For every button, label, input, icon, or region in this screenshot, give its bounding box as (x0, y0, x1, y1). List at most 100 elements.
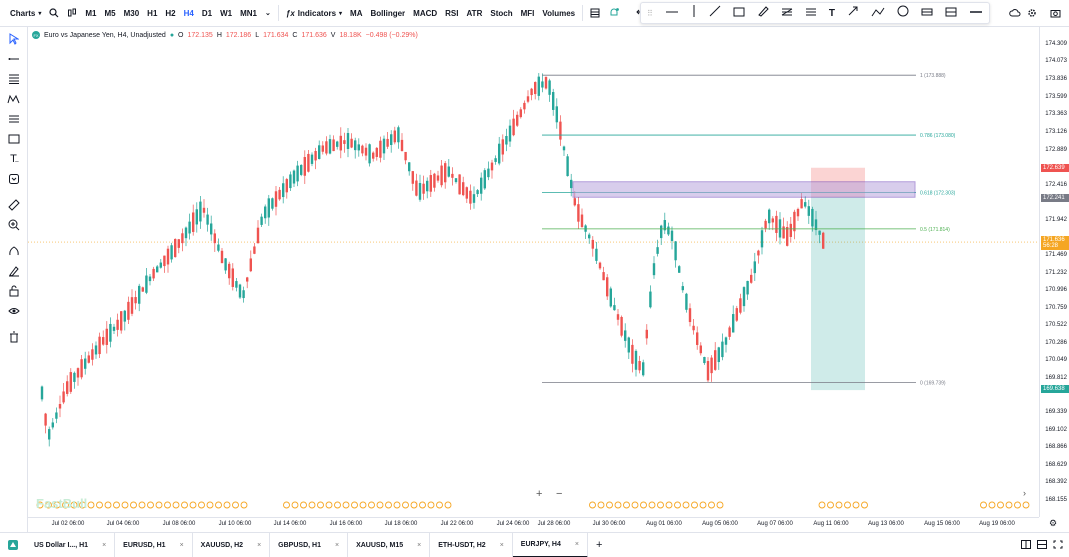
fib-levels-icon[interactable] (0, 69, 28, 89)
indicator-bollinger[interactable]: Bollinger (370, 8, 406, 18)
gann-icon[interactable] (0, 109, 28, 129)
close-tab-icon[interactable]: × (179, 541, 184, 549)
measure-icon[interactable] (969, 4, 983, 22)
charts-menu[interactable]: Charts ▾ (0, 0, 45, 27)
text-tool-icon[interactable]: T̲ (10, 153, 17, 165)
time-tick: Jul 16 06:00 (329, 521, 363, 527)
screenshot-icon[interactable] (1046, 0, 1065, 27)
candle-body (321, 145, 324, 152)
alert-icon[interactable] (604, 0, 624, 27)
timeframe-w1[interactable]: W1 (220, 8, 233, 18)
zoom-out-button[interactable]: − (556, 488, 563, 500)
fib-icon[interactable] (781, 4, 793, 22)
timeframe-d1[interactable]: D1 (201, 8, 213, 18)
rectangle-icon[interactable] (733, 4, 745, 22)
candle-body (87, 355, 90, 363)
close-tab-icon[interactable]: × (334, 541, 340, 549)
zoom-in-icon[interactable] (0, 215, 28, 235)
charts-label: Charts (10, 8, 36, 18)
settings-icon[interactable] (1023, 0, 1041, 27)
close-tab-icon[interactable]: × (102, 541, 107, 549)
price-tick: 170.996 (1045, 287, 1067, 293)
candle-body (368, 144, 371, 164)
candle-body (674, 241, 677, 261)
layout-split-icon[interactable] (1037, 539, 1047, 551)
trash-icon[interactable] (0, 327, 28, 347)
chart-tab[interactable]: EURUSD, H1 × (115, 532, 193, 557)
circle-icon[interactable] (897, 4, 909, 22)
timeframe-h1[interactable]: H1 (147, 8, 158, 18)
status-dot-icon: ● (169, 31, 175, 39)
close-tab-icon[interactable]: × (574, 540, 579, 548)
indicator-atr[interactable]: ATR (466, 8, 483, 18)
rectangle-icon[interactable] (0, 129, 28, 149)
time-axis[interactable]: Jul 02 06:00 Jul 04 06:00 Jul 08 06:00 Jul … (28, 517, 1039, 532)
magnet-icon[interactable] (0, 241, 28, 261)
vertical-line-icon[interactable] (691, 4, 697, 22)
axis-settings-icon[interactable]: ⚙ (1049, 518, 1058, 528)
cursor-icon[interactable] (0, 29, 28, 49)
pattern-icon[interactable] (0, 89, 28, 109)
add-tab-button[interactable]: + (595, 539, 603, 551)
horizontal-line-icon[interactable] (665, 4, 679, 22)
close-tab-icon[interactable]: × (499, 541, 504, 549)
ruler-icon[interactable] (0, 195, 28, 215)
chart-tab[interactable]: ETH-USDT, H2 × (430, 532, 513, 557)
chart-tab[interactable]: US Dollar I..., H1 × (26, 532, 116, 557)
candle-body (271, 198, 274, 209)
indicator-stoch[interactable]: Stoch (490, 8, 513, 18)
chart-tab[interactable]: GBPUSD, H1 × (270, 532, 349, 557)
timeframe-m1[interactable]: M1 (85, 8, 97, 18)
chevron-down-icon[interactable]: ⌄ (265, 10, 271, 17)
draw-mode-icon[interactable] (0, 261, 28, 281)
cloud-icon[interactable] (1005, 0, 1025, 27)
text-icon[interactable]: T (828, 7, 835, 19)
indicator-rsi[interactable]: RSI (445, 8, 459, 18)
timeframe-h2[interactable]: H2 (165, 8, 176, 18)
change-value: −0.498 (−0.29%) (365, 31, 418, 39)
chart-tab[interactable]: XAUUSD, H2 × (193, 532, 271, 557)
layout-icon[interactable] (586, 0, 604, 27)
trend-line-icon[interactable] (709, 4, 721, 22)
horizontal-ray-icon[interactable] (0, 49, 28, 69)
layout-grid-icon[interactable] (1021, 539, 1031, 551)
candle-body (631, 344, 634, 364)
price-tick: 171.232 (1045, 270, 1067, 276)
collapse-icon[interactable] (0, 169, 28, 189)
close-tab-icon[interactable]: × (417, 541, 422, 549)
indicator-macd[interactable]: MACD (413, 8, 438, 18)
indicator-mfi[interactable]: MFI (520, 8, 535, 18)
event-icon (648, 501, 656, 509)
candle-body (170, 245, 173, 260)
channel-icon[interactable] (921, 4, 933, 22)
indicators-button[interactable]: ƒx Indicators ▾ (282, 0, 346, 27)
drag-handle-icon[interactable]: ⠿ (647, 8, 653, 18)
zoom-in-button[interactable]: + (536, 488, 543, 500)
path-icon[interactable] (871, 4, 885, 22)
price-chart[interactable]: 1 (173.888) 0.786 (173.080) 0.618 (172.303… (28, 27, 1039, 517)
timeframe-m30[interactable]: M30 (123, 8, 140, 18)
arrow-icon[interactable] (847, 4, 859, 22)
position-icon[interactable] (945, 4, 957, 22)
indicator-ma[interactable]: MA (350, 8, 363, 18)
timeframe-mn1[interactable]: MN1 (240, 8, 257, 18)
fib-extension-icon[interactable] (805, 4, 817, 22)
brush-icon[interactable] (757, 4, 769, 22)
eye-icon[interactable] (0, 301, 28, 321)
search-icon[interactable] (45, 0, 63, 27)
candle-type-icon[interactable] (63, 0, 81, 27)
chart-tab[interactable]: EURJPY, H4 × (512, 532, 588, 557)
close-tab-icon[interactable]: × (257, 541, 262, 549)
lock-icon[interactable] (0, 281, 28, 301)
indicator-volumes[interactable]: Volumes (542, 8, 576, 18)
candle-body (541, 81, 544, 88)
home-icon[interactable] (0, 533, 26, 557)
timeframe-h4[interactable]: H4 (183, 8, 194, 18)
chart-tab[interactable]: XAUUSD, M15 × (348, 532, 431, 557)
price-axis[interactable]: 174.309 174.073 173.836 173.599 173.363 173.1… (1039, 27, 1069, 517)
candle-body (501, 139, 504, 155)
candle-body (386, 138, 389, 147)
timeframe-m5[interactable]: M5 (104, 8, 116, 18)
fullscreen-icon[interactable] (1053, 540, 1063, 551)
scroll-right-icon[interactable]: › (1023, 488, 1026, 498)
